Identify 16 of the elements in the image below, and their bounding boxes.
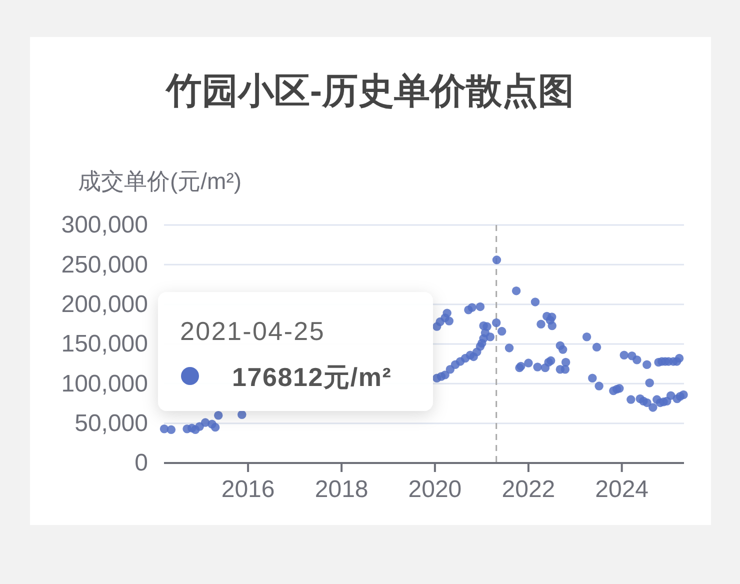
y-tick-label: 0 xyxy=(134,450,148,477)
chart-title: 竹园小区-历史单价散点图 xyxy=(165,70,574,111)
y-tick-label: 250,000 xyxy=(61,251,148,278)
y-tick-label: 200,000 xyxy=(61,291,148,318)
x-tick-label: 2022 xyxy=(502,476,556,504)
x-tick-label: 2016 xyxy=(221,476,275,504)
y-tick-label: 150,000 xyxy=(61,330,148,358)
x-tick-label: 2020 xyxy=(408,476,462,504)
y-tick-label: 100,000 xyxy=(61,370,148,398)
x-tick-label: 2018 xyxy=(314,476,368,504)
y-tick-label: 300,000 xyxy=(61,212,148,239)
x-tick-label: 2024 xyxy=(595,476,649,504)
y-axis-title: 成交单价(元/m²) xyxy=(78,168,242,194)
y-tick-label: 50,000 xyxy=(74,410,148,438)
annotation: 2021-04-25 xyxy=(180,316,325,346)
annotation: 176812元/m² xyxy=(232,362,392,392)
